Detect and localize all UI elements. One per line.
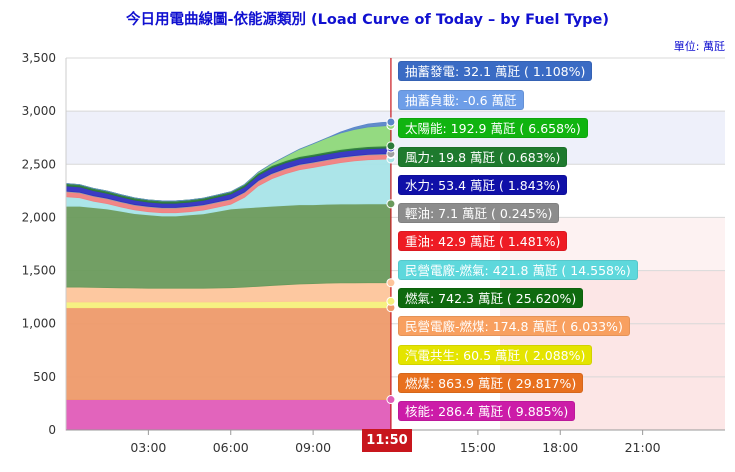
tooltip-item: 汽電共生: 60.5 萬瓩 ( 2.088%) xyxy=(398,345,593,365)
tooltip-item: 抽蓄負載: -0.6 萬瓩 xyxy=(398,90,524,110)
x-tick-label: 09:00 xyxy=(295,440,331,455)
marker-燃氣 xyxy=(386,199,396,209)
x-axis: 03:00 06:00 09:00 15:00 18:00 21:00 xyxy=(66,429,725,455)
marker-汽電共生 xyxy=(386,296,396,306)
marker-民營電廠-燃煤 xyxy=(386,278,396,288)
y-tick-label: 0 xyxy=(48,423,56,437)
area-燃煤 xyxy=(65,307,392,401)
band-upper xyxy=(66,111,725,165)
marker-抽蓄發電 xyxy=(386,117,396,127)
y-axis: 0 500 1,000 1,500 2,000 2,500 3,000 3,500 xyxy=(22,51,67,437)
tooltip-item: 抽蓄發電: 32.1 萬瓩 ( 1.108%) xyxy=(398,61,593,81)
x-tick-label: 15:00 xyxy=(460,440,496,455)
area-燃氣 xyxy=(65,203,392,289)
tooltip-item: 核能: 286.4 萬瓩 ( 9.885%) xyxy=(398,401,576,421)
tooltip-item: 風力: 19.8 萬瓩 ( 0.683%) xyxy=(398,147,568,167)
chart-title: 今日用電曲線圖-依能源類別 (Load Curve of Today – by … xyxy=(125,12,610,28)
tooltip-item: 民營電廠-燃氣: 421.8 萬瓩 ( 14.558%) xyxy=(398,260,638,280)
area-核能 xyxy=(65,399,392,431)
y-tick-label: 2,500 xyxy=(22,157,56,171)
tooltip-item: 輕油: 7.1 萬瓩 ( 0.245%) xyxy=(398,203,560,223)
marker-風力 xyxy=(386,141,396,151)
marker-核能 xyxy=(386,395,396,405)
tooltip-item: 燃氣: 742.3 萬瓩 ( 25.620%) xyxy=(398,288,584,308)
tooltip-item: 民營電廠-燃煤: 174.8 萬瓩 ( 6.033%) xyxy=(398,316,630,336)
tooltip-item: 燃煤: 863.9 萬瓩 ( 29.817%) xyxy=(398,373,584,393)
y-tick-label: 2,000 xyxy=(22,210,56,224)
y-tick-label: 1,000 xyxy=(22,317,56,331)
x-tick-label: 18:00 xyxy=(542,440,578,455)
x-tick-label: 06:00 xyxy=(213,440,249,455)
hover-markers xyxy=(386,58,396,430)
x-tick-label: 21:00 xyxy=(625,440,661,455)
y-tick-label: 1,500 xyxy=(22,264,56,278)
tooltip-item: 水力: 53.4 萬瓩 ( 1.843%) xyxy=(398,175,568,195)
y-tick-label: 500 xyxy=(33,370,56,384)
x-tick-label: 03:00 xyxy=(130,440,166,455)
tooltip-item: 太陽能: 192.9 萬瓩 ( 6.658%) xyxy=(398,118,588,138)
y-tick-label: 3,500 xyxy=(22,51,56,65)
stacked-areas xyxy=(65,121,392,431)
tooltip-item: 重油: 42.9 萬瓩 ( 1.481%) xyxy=(398,231,568,251)
unit-label: 單位: 萬瓩 xyxy=(673,40,725,53)
current-time-label: 11:50 xyxy=(362,429,412,452)
y-tick-label: 3,000 xyxy=(22,104,56,118)
